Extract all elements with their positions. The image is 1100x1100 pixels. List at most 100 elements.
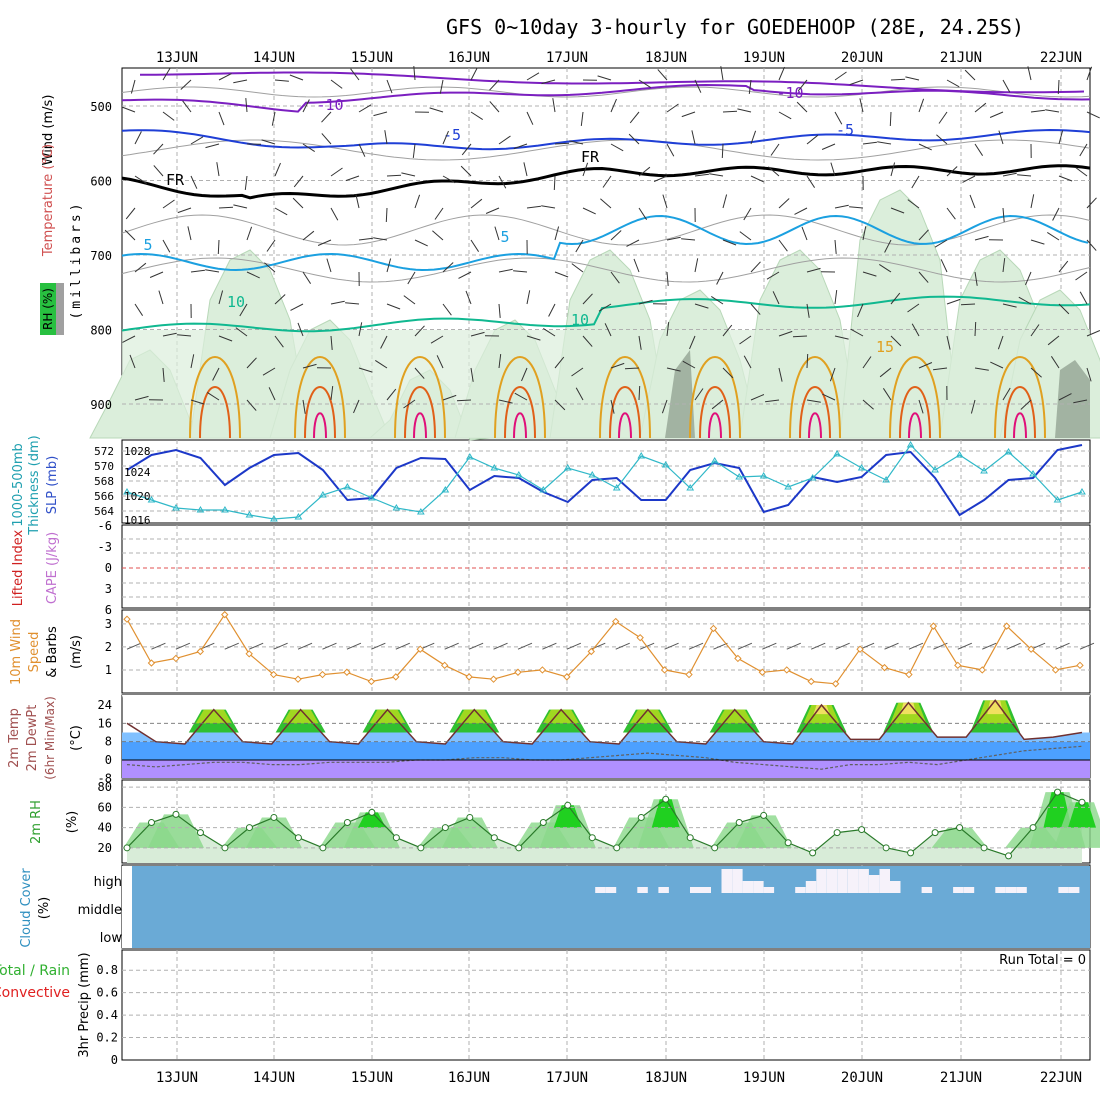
- wind-barb: [661, 399, 668, 414]
- contour-20-lobe: [699, 386, 731, 439]
- wind-barb: [162, 239, 171, 253]
- wind-barb: [946, 335, 951, 350]
- wind10-marker: [612, 617, 620, 626]
- wind-barb: [212, 367, 220, 381]
- wind-barb: [597, 75, 612, 81]
- wind-barb: [330, 335, 333, 350]
- wind-barb: [162, 332, 177, 337]
- wind-barb: [694, 79, 702, 93]
- cloud-high-bar: [658, 887, 669, 893]
- wind-barb: [1047, 335, 1060, 346]
- wind-barb: [940, 259, 948, 273]
- rh-marker: [270, 813, 278, 821]
- wind-barb: [330, 79, 343, 89]
- wind-barb: [149, 271, 164, 278]
- wind-barb: [862, 399, 874, 410]
- wind-barb: [345, 175, 360, 182]
- wind10-barb: [884, 642, 899, 650]
- cloud-high-bar: [637, 887, 648, 893]
- contour-25-lobe: [313, 412, 327, 439]
- wind10-marker: [294, 675, 302, 683]
- wind-barb: [489, 79, 500, 91]
- ylabel-temp: Temperature (°C): [41, 144, 56, 257]
- wind-barb: [436, 355, 444, 369]
- wind-barb: [666, 236, 681, 241]
- thickness-marker: [833, 450, 842, 457]
- wind-barb: [879, 367, 892, 378]
- wind-barb: [722, 194, 728, 209]
- wind10-barb: [493, 642, 508, 650]
- wind10-marker: [783, 666, 791, 674]
- rh-marker: [613, 844, 621, 852]
- contour-20-lobe: [304, 386, 336, 439]
- contour-15-lobe: [889, 356, 941, 439]
- wind-barb: [834, 239, 837, 254]
- ylabel-wind10-1: 10m Wind: [9, 619, 24, 685]
- wind-barb: [386, 258, 392, 273]
- wind-barb: [321, 133, 332, 145]
- wind-barb: [1058, 175, 1073, 182]
- rh-marker: [833, 829, 841, 837]
- cloud-high-bar: [995, 887, 1006, 893]
- wind-barb: [694, 258, 699, 273]
- wind10-marker: [392, 673, 400, 681]
- temp-peak-fill-3: [900, 702, 917, 715]
- wind-barb: [1058, 393, 1072, 401]
- wind-barb: [293, 175, 304, 188]
- top-day-label: 13JUN: [156, 50, 198, 66]
- wind-barb: [218, 335, 233, 342]
- wind-barb: [918, 362, 933, 369]
- wind-barb: [317, 239, 332, 246]
- wind-barb: [1030, 367, 1042, 378]
- contour-label: -5: [836, 121, 854, 139]
- wind-barb: [407, 271, 416, 285]
- wind-barb: [638, 335, 642, 350]
- rh-legend-box: [40, 283, 56, 335]
- wind-barb: [526, 205, 541, 209]
- wind-barb: [205, 143, 220, 149]
- wind10-marker: [147, 659, 156, 667]
- wind-barb: [292, 197, 304, 209]
- wind10-barb: [957, 642, 973, 650]
- thickness-marker: [588, 471, 597, 478]
- wind10-marker: [587, 647, 595, 656]
- ylabel-mb: (millibars): [69, 200, 84, 319]
- wind10-barb: [248, 642, 264, 650]
- wind-barb: [834, 71, 847, 81]
- rh-peak-fill: [245, 817, 302, 848]
- rh-marker: [368, 808, 376, 816]
- wind-barb: [121, 106, 136, 113]
- bottom-day-label: 19JUN: [743, 1070, 785, 1086]
- wind-barb: [470, 331, 485, 337]
- wind-barb: [380, 335, 388, 349]
- wind-barb: [244, 175, 248, 190]
- wind-barb: [666, 143, 675, 157]
- contour-15-lobe: [689, 356, 741, 439]
- wind-barb: [358, 237, 373, 241]
- rh-tick: 80: [98, 780, 112, 794]
- rh-peak-fill-2: [357, 812, 386, 828]
- wind-barb: [1045, 109, 1060, 113]
- wind-barb: [350, 68, 360, 81]
- wind-barb: [974, 102, 987, 113]
- top-day-labels: 13JUN 14JUN 15JUN 16JUN 17JUN 18JUN 19JUN 20JUN…: [156, 50, 1082, 66]
- wind10-barb: [1055, 642, 1070, 650]
- wind-barb: [778, 239, 788, 252]
- ylabel-rh2m-1: 2m RH: [29, 800, 44, 844]
- wind10-marker: [905, 670, 913, 679]
- wind-barb: [434, 207, 444, 220]
- wind-barb: [857, 303, 864, 318]
- wind-barb: [890, 292, 901, 305]
- wind-barb: [721, 143, 724, 159]
- wind-barb: [711, 399, 724, 410]
- rh-peak-fill-2: [1068, 802, 1096, 828]
- thickness-marker: [906, 441, 915, 448]
- thickness-marker: [1078, 488, 1086, 495]
- wind-barb: [218, 206, 234, 209]
- wind-barb: [1086, 330, 1100, 337]
- wind10-marker: [978, 666, 986, 674]
- wind-barb: [772, 291, 780, 305]
- wind-barb: [470, 198, 483, 209]
- wind-barb: [358, 322, 363, 337]
